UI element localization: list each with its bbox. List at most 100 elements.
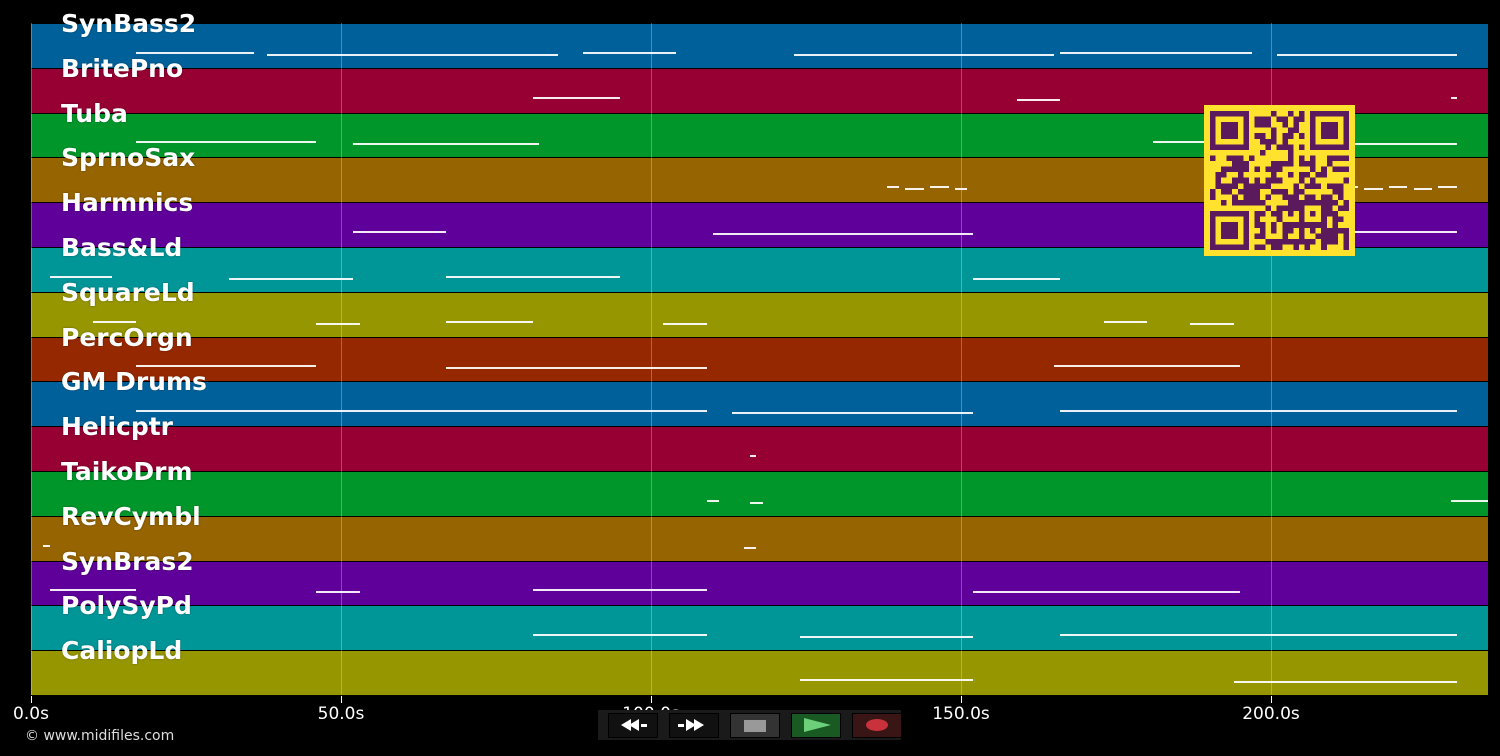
track-name: Tuba (61, 98, 128, 128)
note-block (1060, 51, 1253, 54)
track-name: PolySyPd (61, 591, 192, 621)
track-name: SynBass2 (61, 9, 197, 38)
note-block (663, 322, 707, 325)
record-icon (866, 719, 888, 731)
note-block (533, 589, 707, 592)
note-block (229, 277, 354, 280)
note-block (136, 141, 317, 144)
note-block (533, 96, 620, 99)
note-block (954, 188, 968, 191)
note-block (1450, 499, 1488, 502)
note-block (1016, 98, 1061, 101)
note-block (731, 412, 974, 415)
note-block (49, 589, 137, 592)
fast-forward-icon (678, 719, 704, 731)
axis-tick (341, 696, 342, 703)
track-name: TaikoDrm (61, 457, 193, 486)
note-block (533, 634, 707, 637)
qr-code-image (1210, 111, 1349, 250)
note-block (799, 678, 974, 681)
note-block (1450, 96, 1457, 99)
track-name: BritePno (61, 53, 184, 83)
track-lane (31, 291, 1488, 337)
note-block (446, 275, 620, 278)
axis-tick-label: 50.0s (317, 704, 365, 724)
rewind-button[interactable] (608, 713, 658, 738)
note-block (706, 499, 720, 502)
track-lane (31, 336, 1488, 382)
note-block (1277, 53, 1457, 56)
note-block (1153, 141, 1216, 144)
rewind-icon (621, 719, 647, 731)
axis-tick-label: 150.0s (932, 704, 990, 724)
record-button[interactable] (852, 713, 902, 738)
note-block (1413, 188, 1433, 191)
note-block (744, 546, 757, 549)
grid-line (31, 23, 32, 695)
track-name: Helicptr (61, 412, 174, 442)
axis-tick (961, 696, 962, 703)
grid-line (341, 23, 342, 695)
note-block (266, 53, 558, 56)
note-block (905, 188, 924, 191)
note-block (1103, 320, 1147, 323)
grid-line (1271, 23, 1272, 695)
note-block (316, 591, 360, 594)
note-block (446, 367, 707, 370)
track-lane (31, 381, 1488, 427)
note-block (1326, 230, 1457, 233)
track-name: SynBras2 (61, 546, 194, 576)
track-lane (31, 650, 1488, 695)
note-block (1060, 410, 1457, 413)
note-block (930, 186, 949, 189)
stop-button[interactable] (730, 713, 780, 738)
note-block (446, 320, 534, 323)
grid-line (961, 23, 962, 695)
note-block (43, 544, 50, 547)
track-lane (31, 471, 1488, 516)
note-block (136, 365, 317, 368)
note-block (973, 277, 1061, 280)
axis-tick-label: 200.0s (1242, 704, 1300, 724)
track-lane (31, 560, 1488, 606)
note-block (1388, 186, 1408, 189)
transport-controls (598, 710, 902, 740)
note-block (582, 51, 676, 54)
track-lane (31, 23, 1488, 68)
note-block (49, 275, 112, 278)
note-block (1364, 188, 1383, 191)
note-block (1054, 365, 1240, 368)
play-icon (804, 718, 831, 732)
track-name: PercOrgn (61, 322, 193, 352)
note-block (1233, 680, 1457, 683)
stop-icon (744, 720, 766, 732)
qr-code (1204, 105, 1355, 256)
note-block (793, 53, 1054, 56)
note-block (136, 410, 707, 413)
track-name: Harmnics (61, 188, 194, 218)
note-block (750, 501, 763, 504)
track-name: RevCymbl (61, 501, 201, 531)
note-block (1060, 634, 1457, 637)
track-name: SprnoSax (61, 143, 196, 173)
note-block (93, 320, 137, 323)
play-button[interactable] (791, 713, 841, 738)
track-lane (31, 605, 1488, 651)
note-block (316, 322, 360, 325)
axis-tick-label: 0.0s (13, 704, 49, 724)
axis-tick (31, 696, 32, 703)
note-block (1438, 186, 1457, 189)
track-lane (31, 426, 1488, 471)
note-block (750, 454, 757, 457)
note-block (799, 636, 974, 639)
track-name: CaliopLd (61, 636, 183, 666)
note-block (353, 143, 540, 146)
track-lane (31, 515, 1488, 561)
note-block (973, 591, 1240, 594)
note-block (886, 186, 899, 189)
copyright-text: © www.midifiles.com (25, 728, 175, 744)
track-name: GM Drums (61, 367, 207, 397)
note-block (353, 230, 447, 233)
axis-tick (1271, 696, 1272, 703)
fast-forward-button[interactable] (669, 713, 719, 738)
